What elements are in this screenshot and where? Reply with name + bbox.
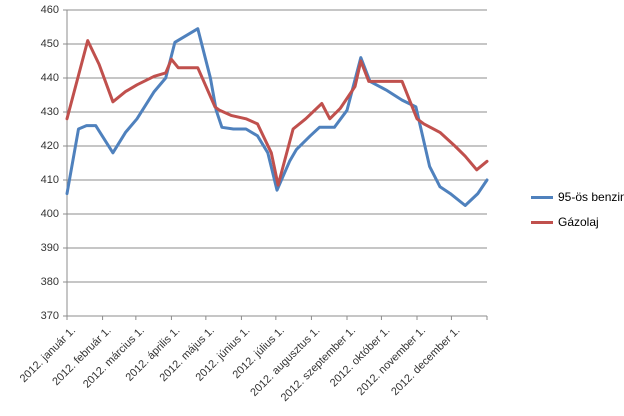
series-line-benzin (65, 27, 489, 207)
y-tick-label-380: 380 (41, 276, 59, 288)
gazolaj-line-swatch (531, 220, 553, 224)
legend-label-gazolaj: Gázolaj (558, 215, 599, 229)
legend-label-benzin: 95-ös benzin (558, 190, 624, 204)
chart-legend: 95-ös benzin Gázolaj (531, 190, 624, 240)
series-line-gazolaj (65, 39, 489, 187)
x-tick-label-10: 2012. október 1. (328, 325, 393, 390)
legend-item-benzin: 95-ös benzin (531, 190, 624, 204)
y-tick-label-430: 430 (41, 106, 59, 118)
y-tick-label-390: 390 (41, 242, 59, 254)
x-tick-label-3: 2012. március 1. (81, 325, 147, 391)
y-tick-label-450: 450 (41, 38, 59, 50)
legend-item-gazolaj: Gázolaj (531, 215, 624, 229)
y-tick-label-410: 410 (41, 174, 59, 186)
y-tick-label-440: 440 (41, 72, 59, 84)
y-tick-label-420: 420 (41, 140, 59, 152)
y-tick-label-400: 400 (41, 208, 59, 220)
benzin-line-swatch (531, 195, 553, 199)
x-tick-label-12: 2012. december 1. (389, 325, 462, 398)
y-tick-label-460: 460 (41, 4, 59, 16)
y-tick-label-370: 370 (41, 310, 59, 322)
